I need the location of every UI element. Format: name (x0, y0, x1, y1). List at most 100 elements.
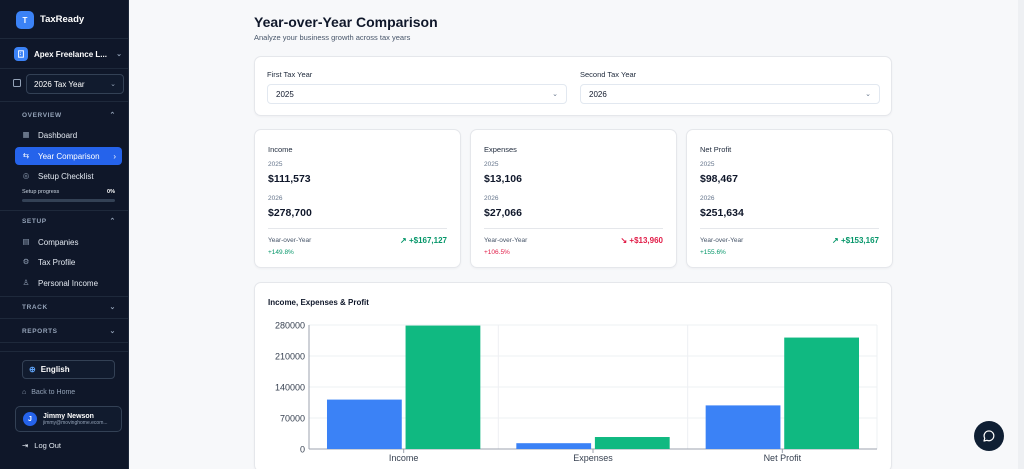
divider (0, 318, 128, 319)
sidebar-item-year-comparison[interactable]: ⇆ Year Comparison › (15, 147, 122, 165)
metric-year2: 2026 (484, 195, 499, 202)
chart-title: Income, Expenses & Profit (268, 298, 369, 307)
metric-card: Expenses 2025 $13,106 2026 $27,066 Year-… (470, 129, 677, 268)
y-tick-label: 210000 (275, 352, 305, 362)
metric-yoy-label: Year-over-Year (484, 237, 528, 244)
metric-value2: $251,634 (700, 207, 744, 219)
first-year-label: First Tax Year (267, 70, 313, 79)
section-overview[interactable]: OVERVIEW ⌃ (22, 111, 116, 120)
user-info: Jimmy Newson jimmy@movinghome.ecom... (43, 413, 115, 426)
section-label: OVERVIEW (22, 111, 62, 119)
x-tick-label: Net Profit (764, 453, 802, 463)
sidebar-item-setup-checklist[interactable]: ◎ Setup Checklist (15, 167, 122, 185)
section-reports[interactable]: REPORTS ⌄ (22, 327, 116, 336)
logo-letter: T (22, 15, 28, 25)
language-select[interactable]: ⊕ English (22, 360, 115, 379)
page-title: Year-over-Year Comparison (254, 14, 438, 30)
chat-icon (983, 430, 995, 442)
sidebar-item-label: Setup Checklist (38, 171, 94, 181)
chevron-up-icon: ⌃ (109, 112, 116, 119)
trending-up-icon: ↗ (832, 236, 839, 245)
x-tick-label: Income (389, 453, 419, 463)
metric-delta-value: +$153,167 (840, 236, 879, 245)
bar (705, 405, 781, 449)
scrollbar[interactable] (1018, 0, 1024, 469)
metric-card: Income 2025 $111,573 2026 $278,700 Year-… (254, 129, 461, 268)
divider (0, 296, 128, 297)
section-label: TRACK (22, 303, 48, 311)
metric-value2: $278,700 (268, 207, 312, 219)
sidebar-item-personal-income[interactable]: ♙ Personal Income (15, 274, 122, 292)
company-switcher[interactable]: Apex Freelance L... ⌄ (14, 46, 122, 62)
setup-progress: Setup progress 0% (22, 189, 115, 202)
chart-card: Income, Expenses & Profit 0 70000 140000 21… (254, 282, 892, 469)
app-name: TaxReady (40, 14, 85, 25)
metric-delta: ↗ +$153,167 (832, 236, 879, 245)
divider (484, 228, 663, 229)
chevron-down-icon: ⌄ (865, 91, 871, 98)
tax-year-select[interactable]: 2026 Tax Year ⌄ (26, 74, 124, 94)
user-card[interactable]: J Jimmy Newson jimmy@movinghome.ecom... (15, 406, 122, 432)
check-circle-icon: ◎ (22, 171, 30, 181)
bar (594, 437, 670, 449)
user-email: jimmy@movinghome.ecom... (43, 419, 108, 426)
user-name: Jimmy Newson (43, 412, 94, 420)
setup-progress-value: 0% (107, 189, 115, 195)
sidebar-item-label: Personal Income (38, 278, 99, 288)
sidebar: T TaxReady Apex Freelance L... ⌄ 2026 Ta… (0, 0, 129, 469)
x-tick-label: Expenses (573, 453, 613, 463)
back-home-label: Back to Home (31, 389, 76, 396)
section-setup[interactable]: SETUP ⌃ (22, 217, 116, 226)
divider (0, 342, 128, 343)
sidebar-item-label: Dashboard (38, 130, 78, 140)
metric-year2: 2026 (268, 195, 283, 202)
building-icon: ▤ (22, 237, 30, 247)
company-name: Apex Freelance L... (34, 49, 107, 59)
section-track[interactable]: TRACK ⌄ (22, 303, 116, 312)
sidebar-item-tax-profile[interactable]: ⚙ Tax Profile (15, 253, 122, 271)
metric-percent: +155.6% (700, 249, 726, 256)
user-icon: ♙ (22, 278, 30, 288)
first-year-select[interactable]: 2025 ⌄ (267, 84, 567, 104)
bar (326, 399, 402, 449)
chevron-up-icon: ⌃ (109, 218, 116, 225)
bar (516, 443, 592, 449)
back-to-home-link[interactable]: ⌂ Back to Home (22, 389, 75, 396)
y-tick-label: 140000 (275, 383, 305, 393)
logout-button[interactable]: ⇥ Log Out (22, 441, 61, 450)
metric-year1: 2025 (700, 161, 715, 168)
logout-label: Log Out (34, 441, 61, 450)
chevron-down-icon: ⌄ (116, 51, 122, 58)
metric-value2: $27,066 (484, 207, 522, 219)
chevron-down-icon: ⌄ (109, 328, 116, 335)
chevron-down-icon: ⌄ (552, 91, 558, 98)
chevron-down-icon: ⌄ (109, 304, 116, 311)
home-icon: ⌂ (22, 389, 27, 396)
y-tick-label: 0 (300, 445, 305, 455)
trending-up-icon: ↗ (400, 236, 407, 245)
app-logo: T (16, 11, 34, 29)
y-tick-label: 70000 (280, 414, 305, 424)
sidebar-item-dashboard[interactable]: ▦ Dashboard (15, 126, 122, 144)
y-tick-label: 280000 (275, 321, 305, 331)
setup-progress-label: Setup progress (22, 189, 60, 195)
chat-button[interactable] (974, 421, 1004, 451)
sidebar-item-label: Tax Profile (38, 257, 76, 267)
building-icon (14, 47, 28, 61)
bar (405, 325, 481, 449)
metric-title: Income (268, 145, 293, 154)
second-year-select[interactable]: 2026 ⌄ (580, 84, 880, 104)
progress-track (22, 199, 115, 202)
metric-delta-value: +$13,960 (629, 236, 663, 245)
section-label: REPORTS (22, 327, 58, 335)
divider (700, 228, 879, 229)
divider (0, 101, 128, 102)
bar-chart: 0 70000 140000 210000 280000 Income Expenses Ne… (275, 321, 878, 463)
metric-year1: 2025 (268, 161, 283, 168)
second-year-label: Second Tax Year (580, 70, 637, 79)
page-subtitle: Analyze your business growth across tax … (254, 33, 411, 42)
metric-delta: ↗ +$167,127 (400, 236, 447, 245)
sidebar-item-companies[interactable]: ▤ Companies (15, 233, 122, 251)
metric-title: Net Profit (700, 145, 732, 154)
divider (0, 351, 128, 352)
